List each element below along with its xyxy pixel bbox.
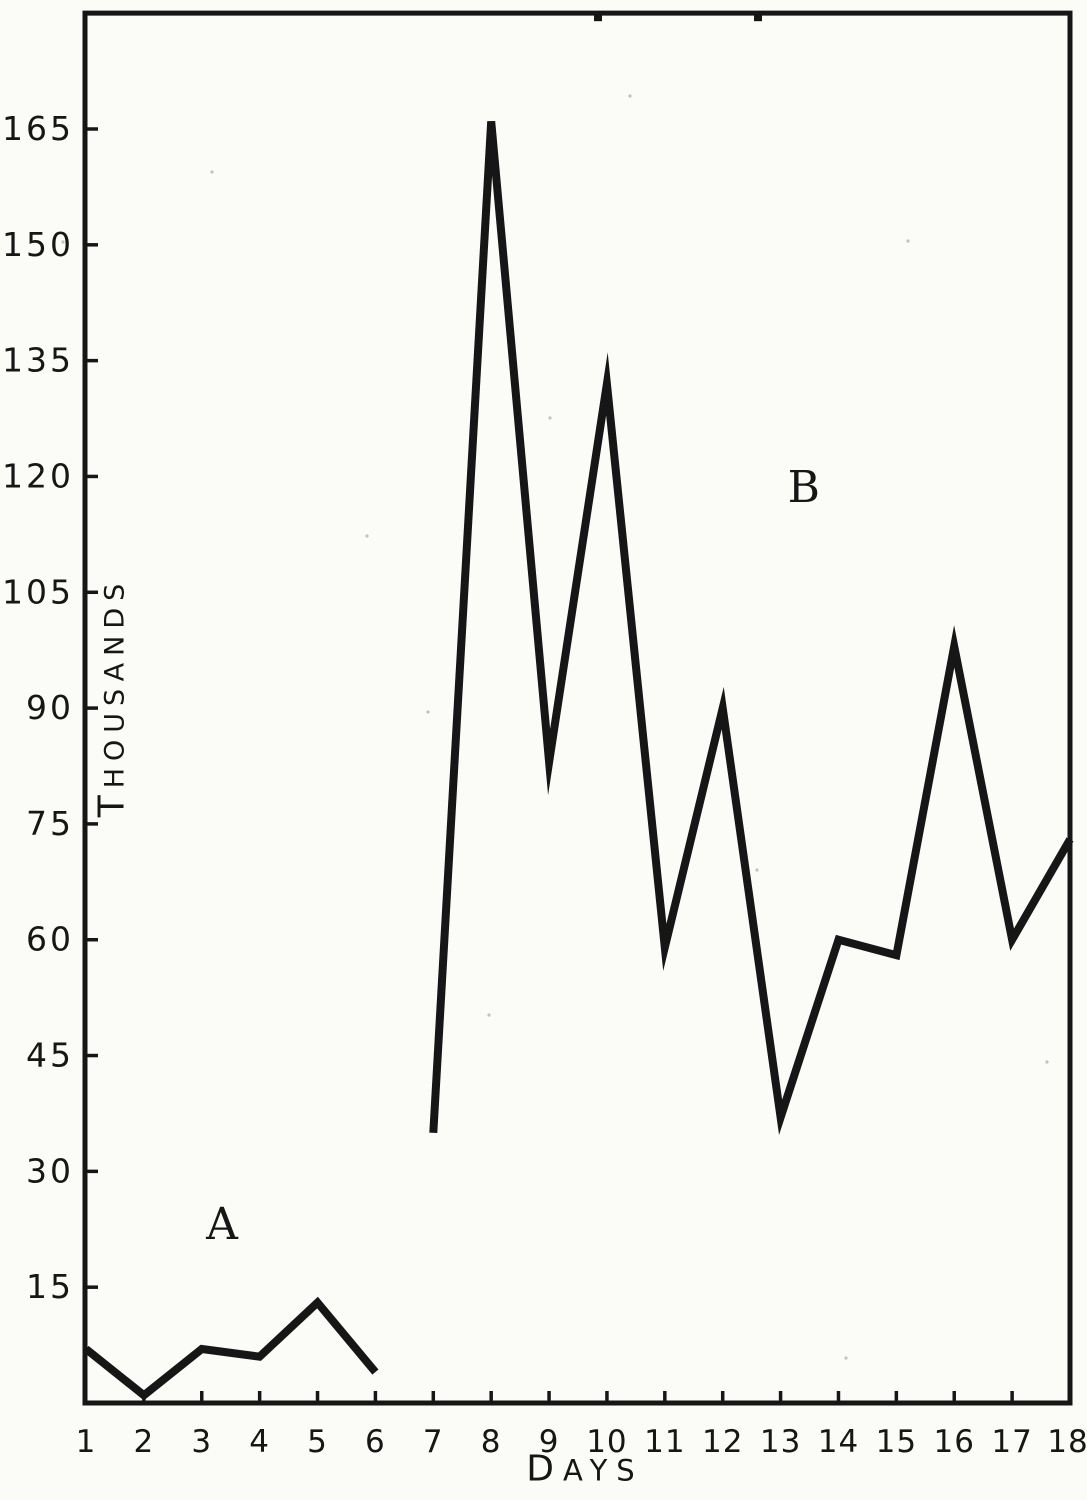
y-tick-label: 45 (26, 1036, 74, 1075)
paper-speck (628, 94, 632, 98)
y-tick-label: 30 (26, 1151, 74, 1190)
x-tick-label: 16 (934, 1424, 975, 1460)
y-tick-label: 135 (2, 341, 74, 380)
y-tick-label: 105 (2, 572, 74, 611)
y-tick-label: 165 (2, 109, 74, 148)
series-b-line (429, 120, 1074, 1135)
y-tick-label: 75 (26, 804, 74, 843)
x-tick-label: 1 (76, 1424, 97, 1460)
x-tick-label: 11 (644, 1424, 685, 1460)
series-a-label: A (206, 1199, 238, 1251)
x-tick-label: 18 (1047, 1424, 1087, 1460)
x-tick-label: 10 (586, 1424, 627, 1460)
series-b-label: B (787, 462, 820, 514)
x-tick-label: 9 (539, 1424, 560, 1460)
paper-speck (755, 868, 759, 872)
x-tick-label: 4 (249, 1424, 270, 1460)
paper-speck (1045, 1060, 1049, 1064)
paper-speck (548, 416, 552, 420)
y-axis-title: THOUSANDS (91, 576, 133, 818)
x-tick-label: 7 (423, 1424, 444, 1460)
x-tick-label: 2 (134, 1424, 155, 1460)
x-axis-title: DAYS (526, 1448, 644, 1490)
x-tick-label: 14 (818, 1424, 859, 1460)
ink-speck (754, 15, 762, 22)
x-tick-label: 6 (365, 1424, 386, 1460)
y-tick-label: 60 (26, 920, 74, 959)
y-tick-label: 150 (2, 225, 74, 264)
paper-speck (210, 170, 214, 174)
x-tick-label: 12 (702, 1424, 743, 1460)
ink-speck (594, 15, 602, 22)
y-tick-label: 15 (26, 1267, 74, 1306)
x-tick-label: 8 (481, 1424, 502, 1460)
x-tick-label: 3 (191, 1424, 212, 1460)
paper-speck (487, 1013, 491, 1017)
paper-speck (426, 710, 430, 714)
x-tick-label: 5 (307, 1424, 328, 1460)
paper-speck (61, 240, 65, 244)
x-tick-label: 15 (876, 1424, 917, 1460)
x-tick-label: 17 (991, 1424, 1032, 1460)
plot-frame (82, 10, 1073, 1406)
x-tick-label: 13 (760, 1424, 801, 1460)
paper-speck (906, 239, 910, 243)
paper-speck (365, 534, 369, 538)
y-tick-label: 90 (26, 688, 74, 727)
paper-speck (844, 1356, 848, 1360)
series-a-line (83, 1296, 379, 1401)
y-tick-label: 120 (2, 456, 74, 495)
